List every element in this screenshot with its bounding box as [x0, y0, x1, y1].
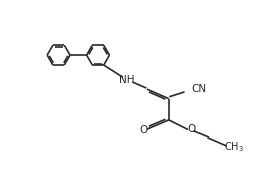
Text: O: O: [139, 125, 147, 135]
Text: CN: CN: [191, 84, 206, 94]
Text: O: O: [187, 124, 195, 134]
Text: NH: NH: [119, 75, 135, 85]
Text: CH$_3$: CH$_3$: [224, 140, 244, 154]
